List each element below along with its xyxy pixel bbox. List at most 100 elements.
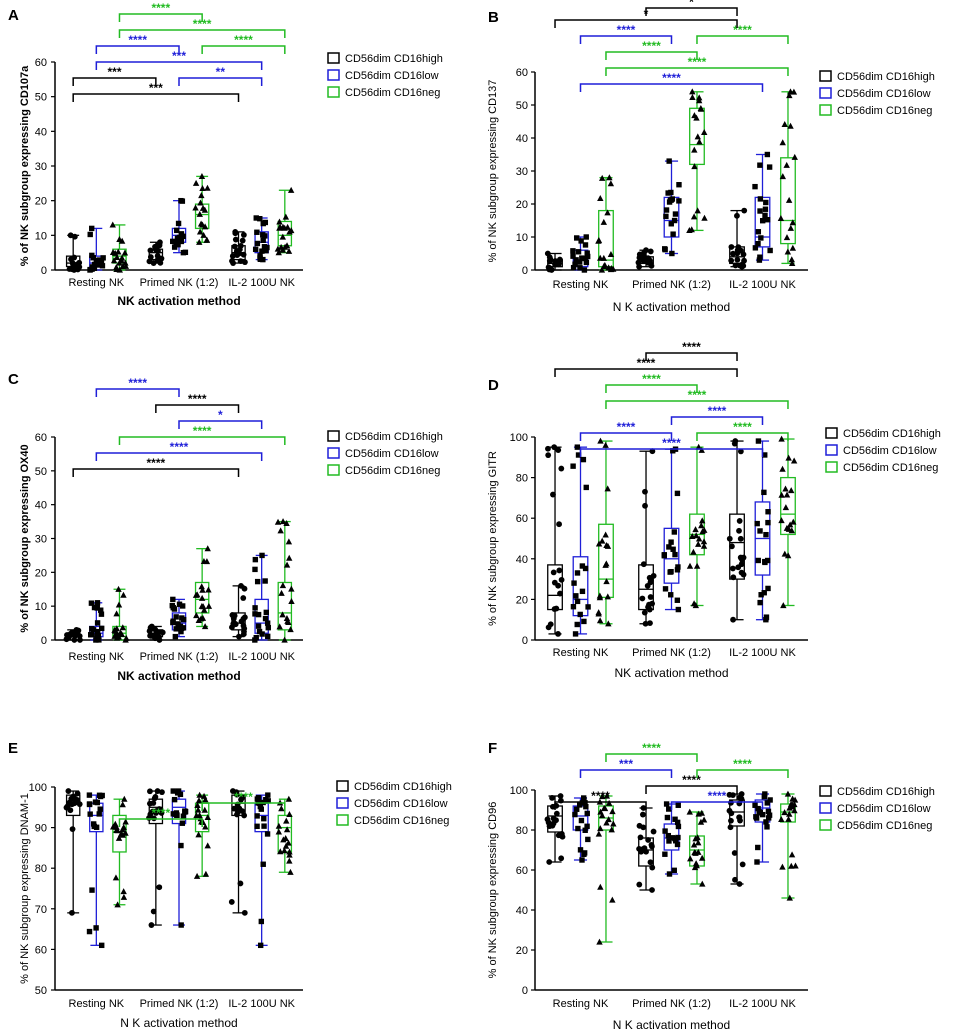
- x-axis-label: NK activation method: [117, 294, 240, 308]
- data-point: [254, 813, 260, 819]
- data-point: [668, 189, 674, 196]
- data-point: [194, 802, 201, 809]
- data-point: [576, 259, 583, 265]
- legend-label: CD56dim CD16high: [837, 786, 935, 798]
- data-point: [781, 550, 789, 557]
- panel-C: C 0 10 20 30 40 50 60 % of NK subgroup expressin…: [8, 371, 443, 683]
- data-point: [788, 487, 795, 494]
- data-point: [574, 598, 581, 605]
- data-point: [737, 817, 743, 824]
- legend: CD56dim CD16high CD56dim CD16low CD56dim C…: [327, 430, 443, 477]
- data-point: [176, 236, 183, 242]
- data-point: [700, 816, 708, 823]
- data-point: [91, 604, 98, 611]
- data-point: [254, 578, 261, 585]
- data-point: [98, 261, 104, 268]
- data-point: [647, 248, 654, 255]
- legend: CD56dim CD16high CD56dim CD16low CD56dim C…: [327, 52, 443, 99]
- data-point: [754, 520, 760, 527]
- significance-label: ****: [733, 23, 752, 37]
- y-tick-label: 100: [510, 785, 528, 797]
- data-point: [172, 633, 179, 640]
- data-point: [262, 615, 269, 622]
- data-point: [635, 259, 642, 266]
- legend-swatch: [819, 104, 832, 116]
- data-point: [755, 844, 761, 851]
- data-point: [786, 521, 794, 528]
- data-point: [200, 603, 207, 610]
- data-point: [253, 634, 259, 641]
- data-point: [641, 609, 648, 616]
- data-point: [598, 266, 606, 273]
- data-point: [785, 815, 792, 822]
- significance-label: ****: [733, 420, 752, 434]
- data-point: [65, 788, 72, 794]
- data-point: [779, 173, 787, 180]
- significance-label: **: [216, 65, 226, 79]
- panel-letter: D: [488, 377, 499, 394]
- data-point: [146, 258, 153, 265]
- data-point: [764, 824, 770, 830]
- data-point: [699, 528, 706, 535]
- data-point: [670, 448, 676, 454]
- data-point: [201, 223, 209, 230]
- x-axis-label: N K activation method: [120, 1016, 237, 1030]
- data-point: [193, 612, 200, 619]
- data-point: [175, 220, 182, 227]
- data-point: [757, 599, 763, 606]
- data-point: [281, 847, 288, 854]
- data-point: [636, 881, 643, 888]
- significance-label: ****: [637, 356, 656, 370]
- data-point: [547, 256, 554, 263]
- data-point: [736, 881, 743, 887]
- data-point: [672, 816, 678, 822]
- data-point: [119, 624, 126, 631]
- significance-label: ****: [642, 372, 661, 386]
- data-point: [788, 851, 796, 858]
- data-point: [582, 242, 589, 248]
- data-point: [115, 601, 123, 608]
- legend-swatch: [327, 86, 340, 98]
- data-point: [608, 826, 615, 833]
- y-tick-label: 50: [35, 92, 47, 104]
- data-point: [179, 820, 186, 826]
- data-point: [690, 841, 698, 848]
- data-point: [91, 261, 98, 268]
- data-point: [790, 518, 797, 525]
- legend: CD56dim CD16high CD56dim CD16low CD56dim C…: [825, 427, 941, 474]
- data-point: [693, 862, 700, 869]
- data-point: [94, 600, 101, 606]
- legend-label: CD56dim CD16low: [345, 448, 439, 460]
- y-tick-label: 0: [522, 265, 528, 277]
- data-point: [263, 609, 269, 616]
- significance-bracket: [579, 35, 673, 44]
- data-point: [609, 808, 616, 815]
- data-point: [637, 834, 644, 841]
- data-point: [279, 223, 287, 230]
- legend-swatch: [327, 52, 340, 64]
- data-point: [784, 790, 792, 797]
- y-tick-label: 60: [516, 865, 528, 877]
- data-point: [765, 815, 772, 821]
- x-axis-label: N K activation method: [613, 300, 730, 314]
- y-tick-label: 90: [35, 823, 47, 835]
- data-point: [204, 545, 211, 552]
- data-point: [666, 544, 672, 550]
- data-point: [672, 211, 679, 217]
- y-tick-label: 0: [522, 635, 528, 647]
- data-point: [570, 264, 577, 271]
- data-point: [640, 561, 647, 568]
- data-point: [662, 828, 668, 834]
- data-point: [122, 259, 129, 266]
- significance-bracket: [554, 801, 647, 810]
- data-point: [739, 556, 745, 563]
- data-point: [252, 566, 258, 573]
- data-point: [89, 887, 95, 893]
- data-point: [687, 855, 694, 862]
- data-point: [94, 799, 101, 806]
- data-point: [159, 629, 166, 636]
- data-point: [663, 801, 670, 807]
- data-point: [86, 792, 93, 798]
- data-point: [199, 586, 206, 593]
- data-point: [274, 245, 282, 252]
